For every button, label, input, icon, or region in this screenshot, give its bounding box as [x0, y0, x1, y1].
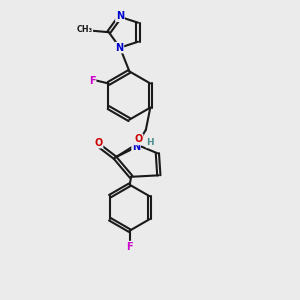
Text: N: N	[116, 11, 124, 21]
Text: N: N	[132, 142, 140, 152]
Text: F: F	[89, 76, 96, 85]
Text: N: N	[115, 43, 123, 52]
Text: O: O	[134, 134, 142, 144]
Text: H: H	[146, 138, 154, 147]
Text: CH₃: CH₃	[76, 26, 92, 34]
Text: O: O	[94, 138, 103, 148]
Text: F: F	[126, 242, 133, 252]
